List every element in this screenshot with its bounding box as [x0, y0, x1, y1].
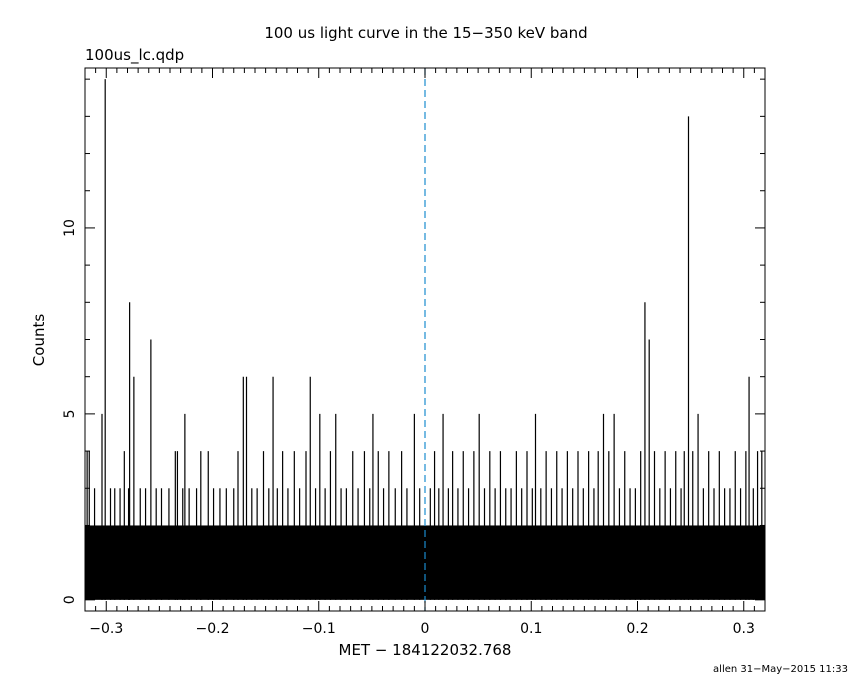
- y-tick-label: 5: [62, 409, 78, 418]
- x-tick-label: 0: [421, 621, 430, 637]
- data-layer: [85, 79, 765, 600]
- x-tick-label: 0.2: [626, 621, 648, 637]
- x-tick-label: −0.2: [196, 621, 230, 637]
- y-tick-label: 0: [62, 595, 78, 604]
- y-axis-label: Counts: [30, 314, 48, 367]
- chart-title: 100 us light curve in the 15−350 keV ban…: [264, 24, 587, 42]
- x-axis-label: MET − 184122032.768: [339, 641, 512, 659]
- x-tick-label: −0.3: [89, 621, 123, 637]
- x-tick-label: 0.1: [520, 621, 542, 637]
- y-tick-label: 10: [62, 219, 78, 237]
- axis-layer: [84, 68, 766, 611]
- x-tick-label: 0.3: [733, 621, 755, 637]
- chart-subtitle: 100us_lc.qdp: [85, 46, 184, 65]
- x-tick-label: −0.1: [302, 621, 336, 637]
- tick-label-layer: −0.3 −0.2 −0.1 0 0.1 0.2 0.3 0 5 10: [62, 219, 755, 637]
- footer-stamp: allen 31−May−2015 11:33: [713, 664, 848, 675]
